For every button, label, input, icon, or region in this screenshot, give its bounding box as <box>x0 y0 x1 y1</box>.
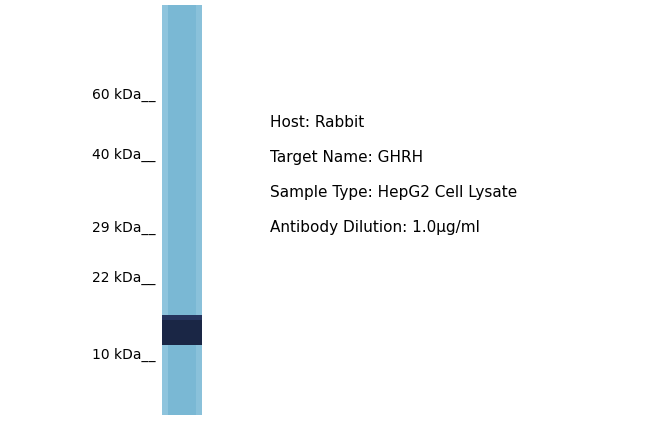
Text: Host: Rabbit: Host: Rabbit <box>270 115 364 130</box>
Text: 10 kDa__: 10 kDa__ <box>92 348 155 362</box>
Text: Sample Type: HepG2 Cell Lysate: Sample Type: HepG2 Cell Lysate <box>270 185 517 200</box>
Text: 22 kDa__: 22 kDa__ <box>92 271 155 285</box>
Text: 40 kDa__: 40 kDa__ <box>92 148 155 162</box>
Text: 60 kDa__: 60 kDa__ <box>92 88 155 102</box>
Text: 29 kDa__: 29 kDa__ <box>92 221 155 235</box>
Bar <box>196 5 202 415</box>
Bar <box>162 5 202 415</box>
Text: Antibody Dilution: 1.0µg/ml: Antibody Dilution: 1.0µg/ml <box>270 220 480 235</box>
Bar <box>162 5 168 415</box>
Bar <box>162 315 202 320</box>
Text: Target Name: GHRH: Target Name: GHRH <box>270 150 423 165</box>
Bar <box>162 315 202 345</box>
